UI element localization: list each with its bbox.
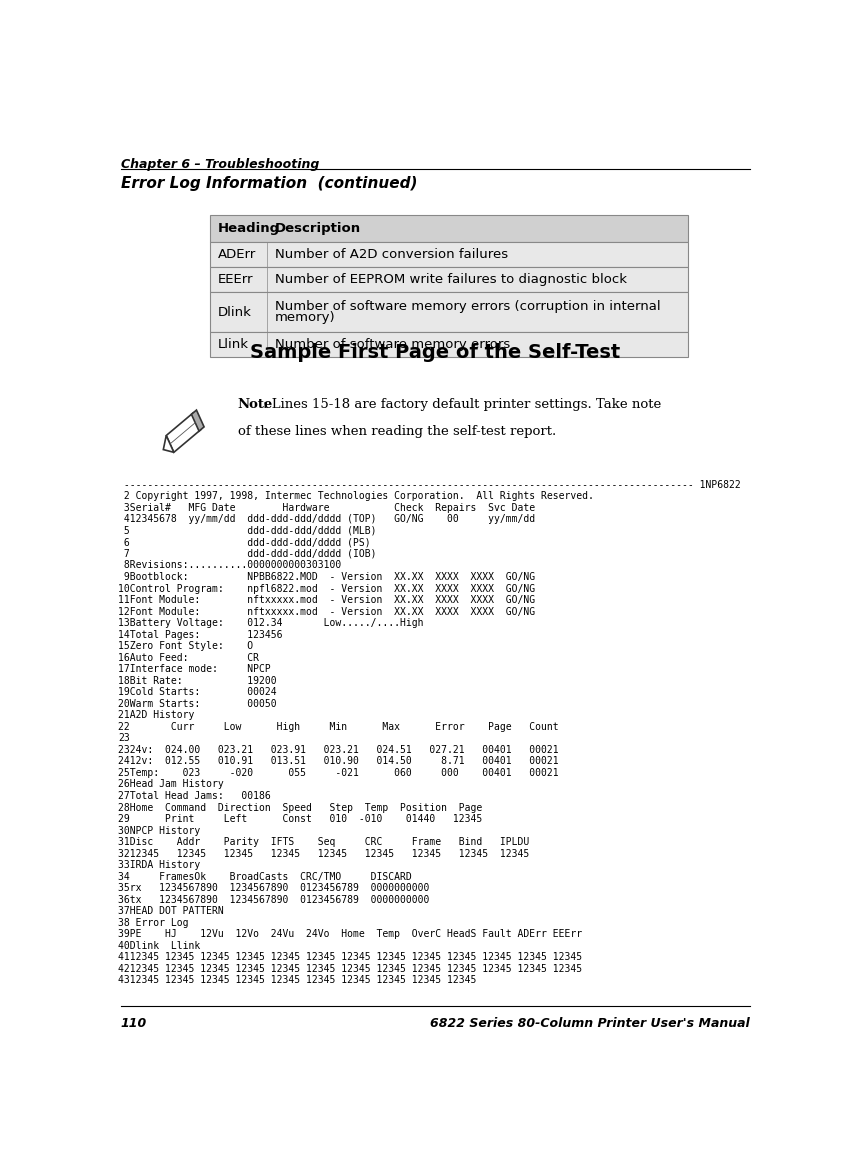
Text: 26Head Jam History: 26Head Jam History (118, 779, 224, 790)
Text: Number of EEPROM write failures to diagnostic block: Number of EEPROM write failures to diagn… (275, 274, 627, 287)
Text: 21A2D History: 21A2D History (118, 711, 194, 720)
Text: 4212345 12345 12345 12345 12345 12345 12345 12345 12345 12345 12345 12345 12345: 4212345 12345 12345 12345 12345 12345 12… (118, 963, 582, 974)
Text: --------------------------------------------------------------------------------: ----------------------------------------… (118, 480, 740, 489)
Text: Error Log Information  (continued): Error Log Information (continued) (121, 176, 417, 191)
Text: Note: Note (238, 398, 273, 411)
Polygon shape (191, 410, 204, 431)
Text: 35rx   1234567890  1234567890  0123456789  0000000000: 35rx 1234567890 1234567890 0123456789 00… (118, 883, 430, 894)
Text: 34     FramesOk    BroadCasts  CRC/TMO     DISCARD: 34 FramesOk BroadCasts CRC/TMO DISCARD (118, 871, 412, 882)
Text: 31Disc    Addr    Parity  IFTS    Seq     CRC     Frame   Bind   IPLDU: 31Disc Addr Parity IFTS Seq CRC Frame Bi… (118, 838, 529, 847)
Text: 36tx   1234567890  1234567890  0123456789  0000000000: 36tx 1234567890 1234567890 0123456789 00… (118, 895, 430, 905)
Text: of these lines when reading the self-test report.: of these lines when reading the self-tes… (238, 425, 556, 438)
Text: Chapter 6 – Troubleshooting: Chapter 6 – Troubleshooting (121, 157, 319, 171)
Text: memory): memory) (275, 311, 336, 324)
Text: 6822 Series 80-Column Printer User's Manual: 6822 Series 80-Column Printer User's Man… (430, 1017, 750, 1030)
Text: 3212345   12345   12345   12345   12345   12345   12345   12345  12345: 3212345 12345 12345 12345 12345 12345 12… (118, 848, 529, 859)
Text: Number of software memory errors (corruption in internal: Number of software memory errors (corrup… (275, 301, 661, 313)
Text: 9Bootblock:          NPBB6822.MOD  - Version  XX.XX  XXXX  XXXX  GO/NG: 9Bootblock: NPBB6822.MOD - Version XX.XX… (118, 572, 535, 582)
Text: 16Auto Feed:          CR: 16Auto Feed: CR (118, 652, 259, 663)
Text: 19Cold Starts:        00024: 19Cold Starts: 00024 (118, 687, 277, 698)
Text: 33IRDA History: 33IRDA History (118, 860, 200, 870)
Text: 38 Error Log: 38 Error Log (118, 918, 188, 927)
Text: 17Interface mode:     NPCP: 17Interface mode: NPCP (118, 664, 271, 675)
Text: 27Total Head Jams:   00186: 27Total Head Jams: 00186 (118, 791, 271, 802)
FancyBboxPatch shape (210, 216, 689, 242)
Text: 2 Copyright 1997, 1998, Intermec Technologies Corporation.  All Rights Reserved.: 2 Copyright 1997, 1998, Intermec Technol… (118, 492, 593, 501)
Text: 2324v:  024.00   023.21   023.91   023.21   024.51   027.21   00401   00021: 2324v: 024.00 023.21 023.91 023.21 024.5… (118, 744, 559, 755)
Polygon shape (166, 412, 200, 452)
Text: 25Temp:    023     -020      055     -021      060     000    00401   00021: 25Temp: 023 -020 055 -021 060 000 00401 … (118, 768, 559, 778)
Text: : Lines 15-18 are factory default printer settings. Take note: : Lines 15-18 are factory default printe… (262, 398, 661, 411)
Text: 15Zero Font Style:    O: 15Zero Font Style: O (118, 641, 253, 651)
FancyBboxPatch shape (210, 267, 689, 292)
Text: 23: 23 (118, 734, 130, 743)
Text: Description: Description (275, 223, 362, 235)
Text: 11Font Module:        nftxxxxx.mod  - Version  XX.XX  XXXX  XXXX  GO/NG: 11Font Module: nftxxxxx.mod - Version XX… (118, 595, 535, 605)
Text: 5                    ddd-ddd-ddd/dddd (MLB): 5 ddd-ddd-ddd/dddd (MLB) (118, 525, 376, 536)
Text: 13Battery Voltage:    012.34       Low...../....High: 13Battery Voltage: 012.34 Low...../....H… (118, 619, 424, 628)
Text: Number of software memory errors: Number of software memory errors (275, 338, 510, 351)
Text: ADErr: ADErr (218, 248, 256, 261)
Text: 7                    ddd-ddd-ddd/dddd (IOB): 7 ddd-ddd-ddd/dddd (IOB) (118, 549, 376, 559)
Text: 412345678  yy/mm/dd  ddd-ddd-ddd/dddd (TOP)   GO/NG    00     yy/mm/dd: 412345678 yy/mm/dd ddd-ddd-ddd/dddd (TOP… (118, 515, 535, 524)
Text: 40Dlink  Llink: 40Dlink Llink (118, 941, 200, 951)
Text: 39PE    HJ    12Vu  12Vo  24Vu  24Vo  Home  Temp  OverC HeadS Fault ADErr EEErr: 39PE HJ 12Vu 12Vo 24Vu 24Vo Home Temp Ov… (118, 930, 582, 939)
Text: 8Revisions:..........0000000000303100: 8Revisions:..........0000000000303100 (118, 560, 341, 571)
Text: 110: 110 (121, 1017, 147, 1030)
Text: 28Home  Command  Direction  Speed   Step  Temp  Position  Page: 28Home Command Direction Speed Step Temp… (118, 803, 482, 812)
FancyBboxPatch shape (210, 332, 689, 356)
Text: 2412v:  012.55   010.91   013.51   010.90   014.50     8.71   00401   00021: 2412v: 012.55 010.91 013.51 010.90 014.5… (118, 756, 559, 767)
Text: Sample First Page of the Self-Test: Sample First Page of the Self-Test (250, 343, 621, 361)
Text: Number of A2D conversion failures: Number of A2D conversion failures (275, 248, 509, 261)
Text: EEErr: EEErr (218, 274, 254, 287)
Text: 4312345 12345 12345 12345 12345 12345 12345 12345 12345 12345: 4312345 12345 12345 12345 12345 12345 12… (118, 975, 476, 986)
Text: Heading: Heading (218, 223, 280, 235)
Text: 12Font Module:        nftxxxxx.mod  - Version  XX.XX  XXXX  XXXX  GO/NG: 12Font Module: nftxxxxx.mod - Version XX… (118, 607, 535, 616)
Text: 3Serial#   MFG Date        Hardware           Check  Repairs  Svc Date: 3Serial# MFG Date Hardware Check Repairs… (118, 503, 535, 513)
Text: 10Control Program:    npfl6822.mod  - Version  XX.XX  XXXX  XXXX  GO/NG: 10Control Program: npfl6822.mod - Versio… (118, 584, 535, 593)
Text: 6                    ddd-ddd-ddd/dddd (PS): 6 ddd-ddd-ddd/dddd (PS) (118, 537, 371, 548)
FancyBboxPatch shape (210, 292, 689, 332)
Text: 29      Print     Left      Const   010  -010    01440   12345: 29 Print Left Const 010 -010 01440 12345 (118, 814, 482, 824)
Text: 14Total Pages:        123456: 14Total Pages: 123456 (118, 629, 283, 640)
Text: 37HEAD DOT PATTERN: 37HEAD DOT PATTERN (118, 906, 224, 917)
Text: 22       Curr     Low      High     Min      Max      Error    Page   Count: 22 Curr Low High Min Max Error Page Coun… (118, 722, 559, 732)
Text: 30NPCP History: 30NPCP History (118, 826, 200, 835)
Text: 18Bit Rate:           19200: 18Bit Rate: 19200 (118, 676, 277, 686)
Text: Dlink: Dlink (218, 305, 252, 318)
Text: Llink: Llink (218, 338, 249, 351)
Text: 20Warm Starts:        00050: 20Warm Starts: 00050 (118, 699, 277, 708)
Polygon shape (163, 436, 174, 452)
Text: 4112345 12345 12345 12345 12345 12345 12345 12345 12345 12345 12345 12345 12345: 4112345 12345 12345 12345 12345 12345 12… (118, 953, 582, 962)
FancyBboxPatch shape (210, 242, 689, 267)
